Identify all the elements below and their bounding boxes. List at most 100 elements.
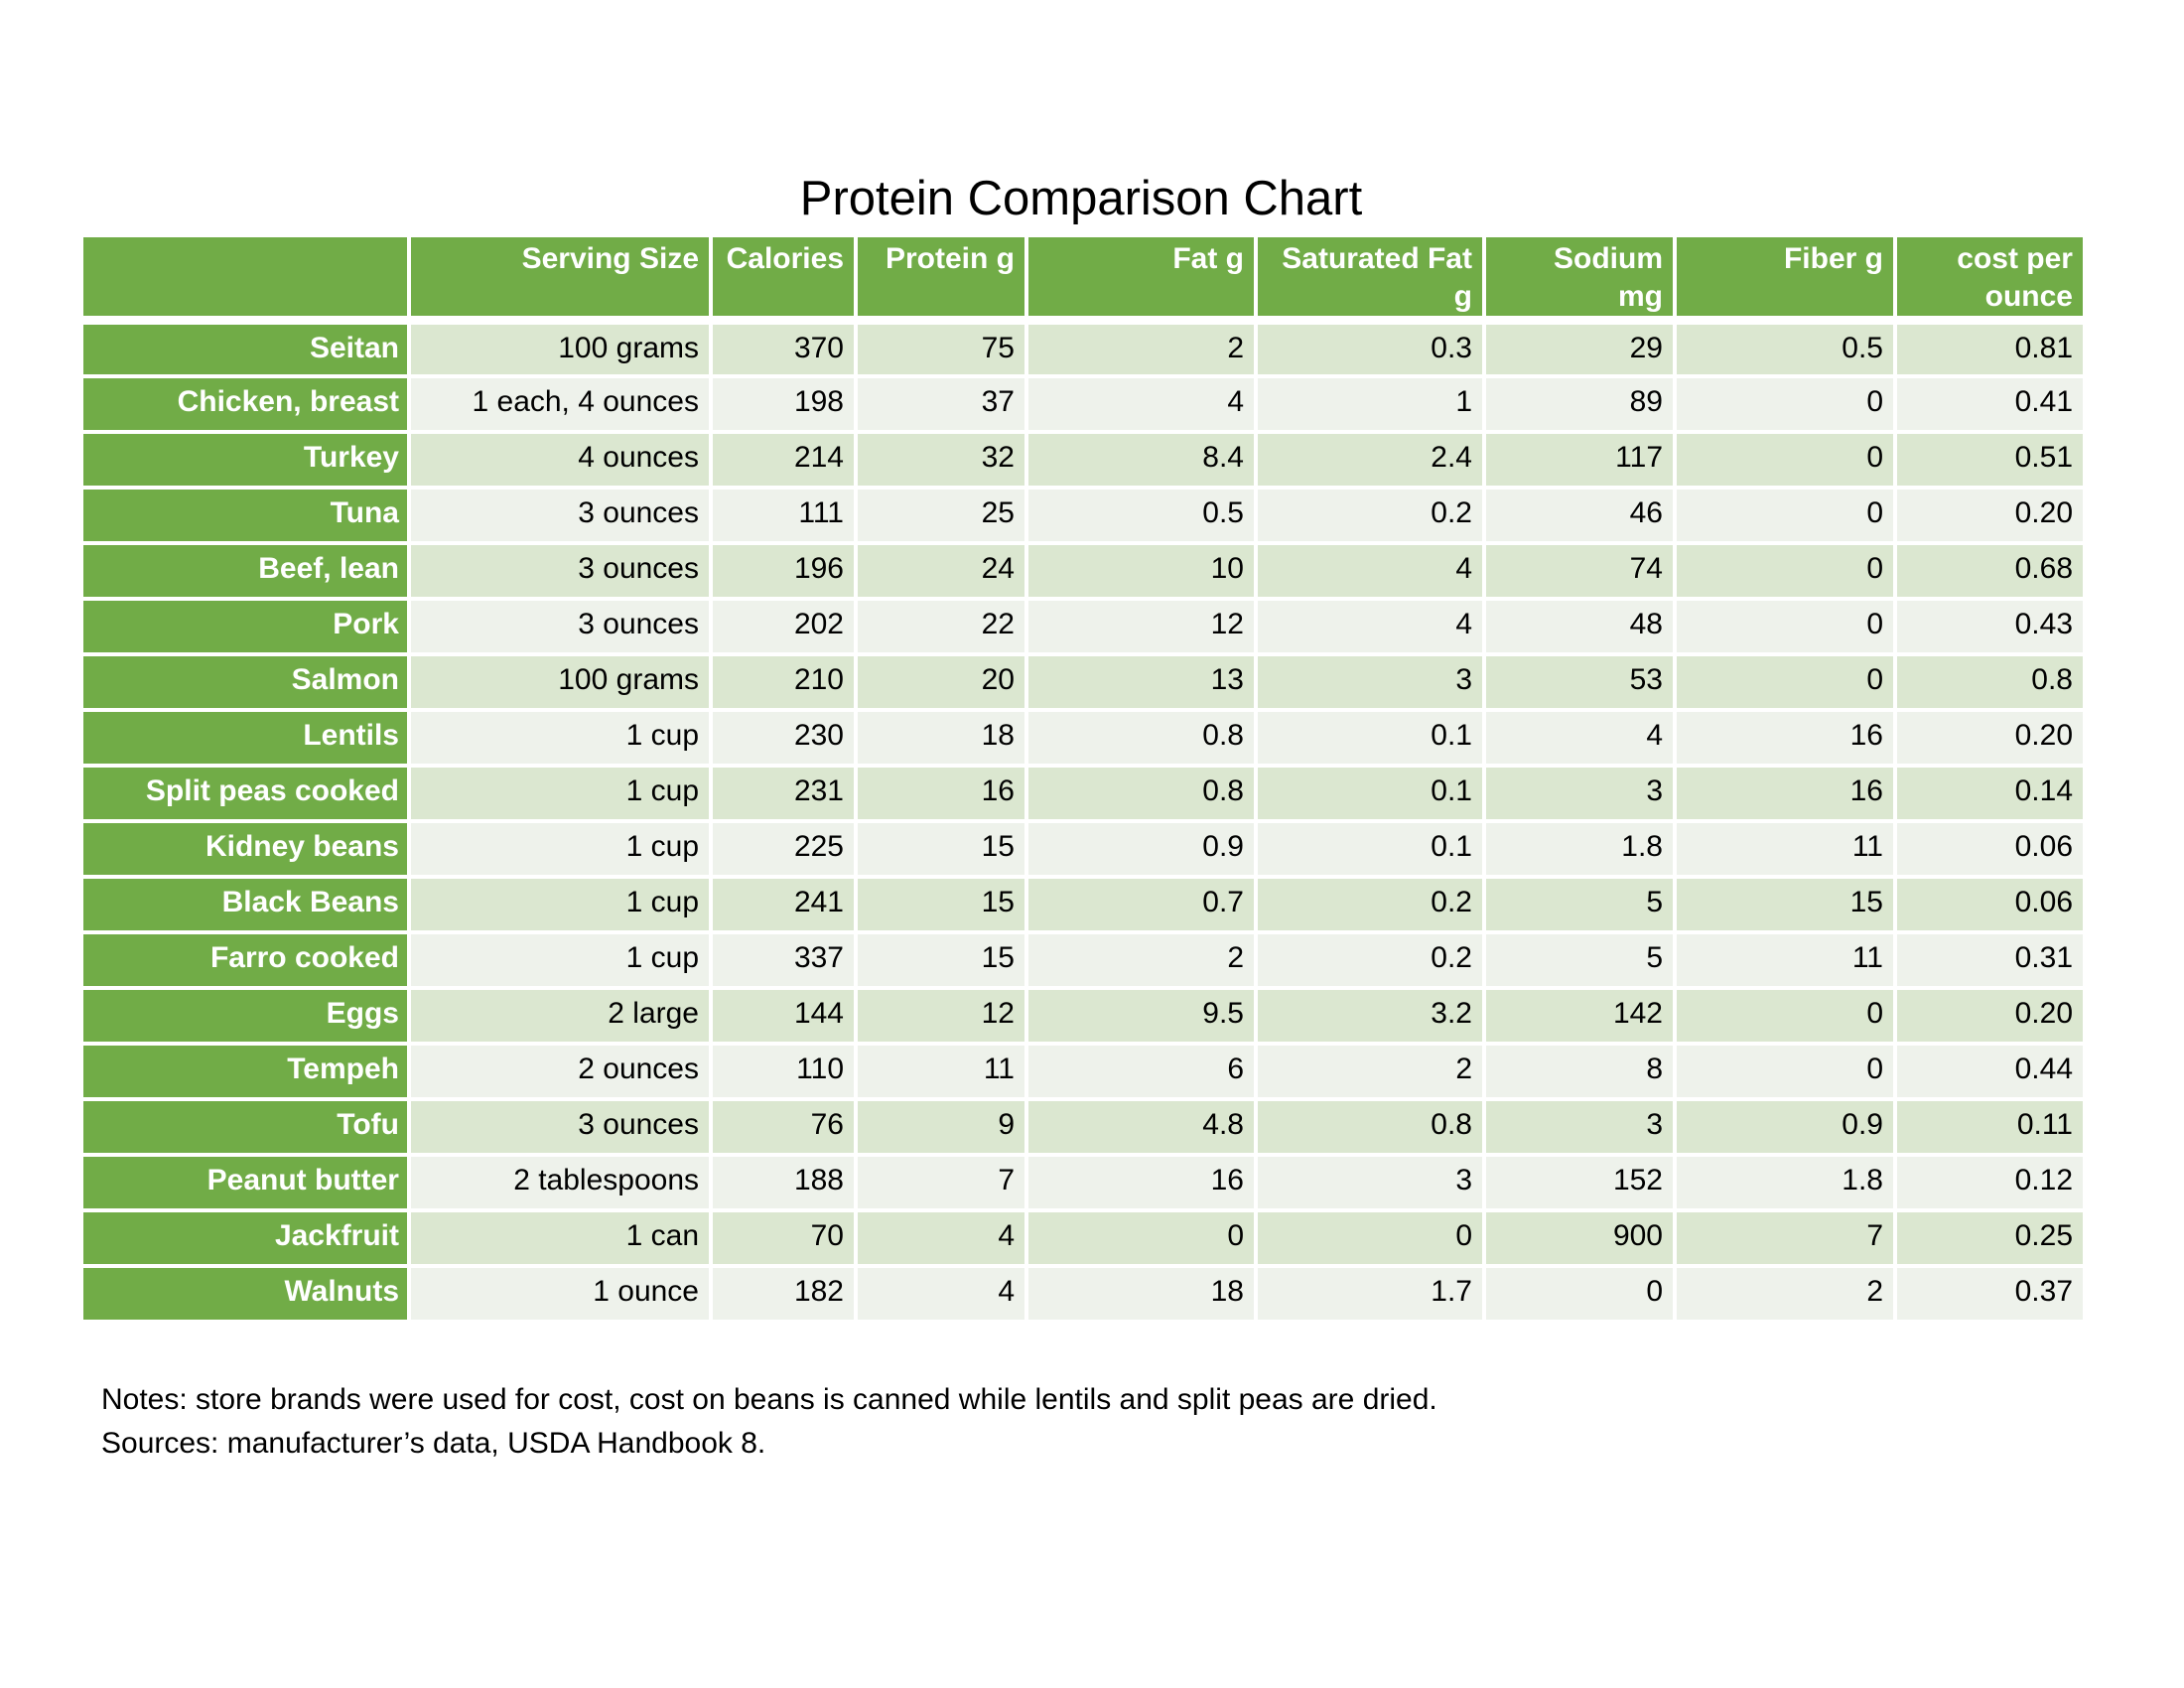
table-cell: 7 — [1673, 1207, 1897, 1268]
table-cell: 188 — [709, 1152, 858, 1212]
table-cell: 0.06 — [1893, 874, 2087, 934]
table-cell: 0 — [1024, 1207, 1258, 1268]
table-cell: 0.25 — [1893, 1207, 2087, 1268]
table-cell: 0.43 — [1893, 596, 2087, 656]
table-cell: 0.81 — [1893, 318, 2087, 378]
row-label: Jackfruit — [79, 1207, 411, 1268]
table-cell: 12 — [854, 985, 1028, 1046]
table-cell: 110 — [709, 1041, 858, 1101]
table-cell: 10 — [1024, 540, 1258, 601]
table-cell: 0 — [1482, 1263, 1677, 1324]
column-header: Fat g — [1024, 233, 1258, 325]
table-cell: 0.37 — [1893, 1263, 2087, 1324]
table-cell: 8 — [1482, 1041, 1677, 1101]
table-cell: 4.8 — [1024, 1096, 1258, 1157]
table-cell: 0 — [1673, 985, 1897, 1046]
table-cell: 16 — [854, 763, 1028, 823]
table-cell: 0.5 — [1673, 318, 1897, 378]
table-cell: 0.68 — [1893, 540, 2087, 601]
table-cell: 142 — [1482, 985, 1677, 1046]
table-cell: 198 — [709, 373, 858, 434]
table-cell: 4 — [854, 1207, 1028, 1268]
column-header: Serving Size — [407, 233, 713, 325]
table-cell: 76 — [709, 1096, 858, 1157]
table-cell: 100 grams — [407, 651, 713, 712]
table-cell: 11 — [1673, 818, 1897, 879]
table-cell: 0.3 — [1254, 318, 1486, 378]
table-cell: 1.7 — [1254, 1263, 1486, 1324]
page-title: Protein Comparison Chart — [799, 172, 1363, 225]
table-cell: 2 ounces — [407, 1041, 713, 1101]
row-label: Salmon — [79, 651, 411, 712]
table-row: Beef, lean 3 ounces 196 24 10 4 74 0 0.68 — [79, 540, 2087, 601]
table-row: Kidney beans 1 cup 225 15 0.9 0.1 1.8 11 0.06 — [79, 818, 2087, 879]
table-cell: 2 tablespoons — [407, 1152, 713, 1212]
table-cell: 111 — [709, 485, 858, 545]
table-row: Lentils 1 cup 230 18 0.8 0.1 4 16 0.20 — [79, 707, 2087, 768]
table-cell: 0.20 — [1893, 485, 2087, 545]
table-cell: 1 cup — [407, 818, 713, 879]
table-cell: 231 — [709, 763, 858, 823]
table-cell: 3 ounces — [407, 540, 713, 601]
table-cell: 74 — [1482, 540, 1677, 601]
table-cell: 5 — [1482, 874, 1677, 934]
table-cell: 48 — [1482, 596, 1677, 656]
row-label: Peanut butter — [79, 1152, 411, 1212]
column-header: cost per ounce — [1893, 233, 2087, 325]
table-cell: 0 — [1673, 429, 1897, 490]
table-row: Chicken, breast 1 each, 4 ounces 198 37 4 1 89… — [79, 373, 2087, 434]
table-cell: 1 cup — [407, 707, 713, 768]
table-cell: 53 — [1482, 651, 1677, 712]
header-row: Serving Size Calories Protein g Fat g Satura… — [79, 233, 2087, 325]
table-cell: 89 — [1482, 373, 1677, 434]
table-cell: 0.20 — [1893, 985, 2087, 1046]
table-cell: 0.12 — [1893, 1152, 2087, 1212]
table-cell: 0.51 — [1893, 429, 2087, 490]
table-row: Tofu 3 ounces 76 9 4.8 0.8 3 0.9 0.11 — [79, 1096, 2087, 1157]
table-cell: 0.06 — [1893, 818, 2087, 879]
table-cell: 100 grams — [407, 318, 713, 378]
table-cell: 2 — [1024, 929, 1258, 990]
table-cell: 196 — [709, 540, 858, 601]
table-cell: 0.1 — [1254, 763, 1486, 823]
table-cell: 3.2 — [1254, 985, 1486, 1046]
table-cell: 0 — [1673, 485, 1897, 545]
row-label: Pork — [79, 596, 411, 656]
table-cell: 9.5 — [1024, 985, 1258, 1046]
table-cell: 0.41 — [1893, 373, 2087, 434]
table-cell: 11 — [1673, 929, 1897, 990]
table-cell: 0.8 — [1024, 707, 1258, 768]
row-label: Kidney beans — [79, 818, 411, 879]
table-row: Peanut butter 2 tablespoons 188 7 16 3 152 1.8 0… — [79, 1152, 2087, 1212]
row-label: Tempeh — [79, 1041, 411, 1101]
row-label: Farro cooked — [79, 929, 411, 990]
table-cell: 16 — [1024, 1152, 1258, 1212]
table-cell: 4 — [1254, 540, 1486, 601]
row-label: Beef, lean — [79, 540, 411, 601]
table-row: Split peas cooked 1 cup 231 16 0.8 0.1 3 16 0.14 — [79, 763, 2087, 823]
table-cell: 0.1 — [1254, 818, 1486, 879]
table-cell: 0 — [1673, 1041, 1897, 1101]
table-cell: 7 — [854, 1152, 1028, 1212]
table-cell: 0.2 — [1254, 485, 1486, 545]
column-header: Protein g — [854, 233, 1028, 325]
table-cell: 4 ounces — [407, 429, 713, 490]
row-label: Lentils — [79, 707, 411, 768]
table-cell: 75 — [854, 318, 1028, 378]
row-label: Tofu — [79, 1096, 411, 1157]
table-cell: 15 — [854, 818, 1028, 879]
table-cell: 1 cup — [407, 874, 713, 934]
column-header: Calories — [709, 233, 858, 325]
row-label: Chicken, breast — [79, 373, 411, 434]
column-header: Fiber g — [1673, 233, 1897, 325]
table-cell: 0 — [1673, 373, 1897, 434]
table-cell: 2 — [1024, 318, 1258, 378]
table-cell: 8.4 — [1024, 429, 1258, 490]
table-cell: 3 — [1482, 1096, 1677, 1157]
table-cell: 1 cup — [407, 929, 713, 990]
table-cell: 2 — [1254, 1041, 1486, 1101]
table-row: Eggs 2 large 144 12 9.5 3.2 142 0 0.20 — [79, 985, 2087, 1046]
table-cell: 117 — [1482, 429, 1677, 490]
table-cell: 1.8 — [1482, 818, 1677, 879]
table-cell: 182 — [709, 1263, 858, 1324]
